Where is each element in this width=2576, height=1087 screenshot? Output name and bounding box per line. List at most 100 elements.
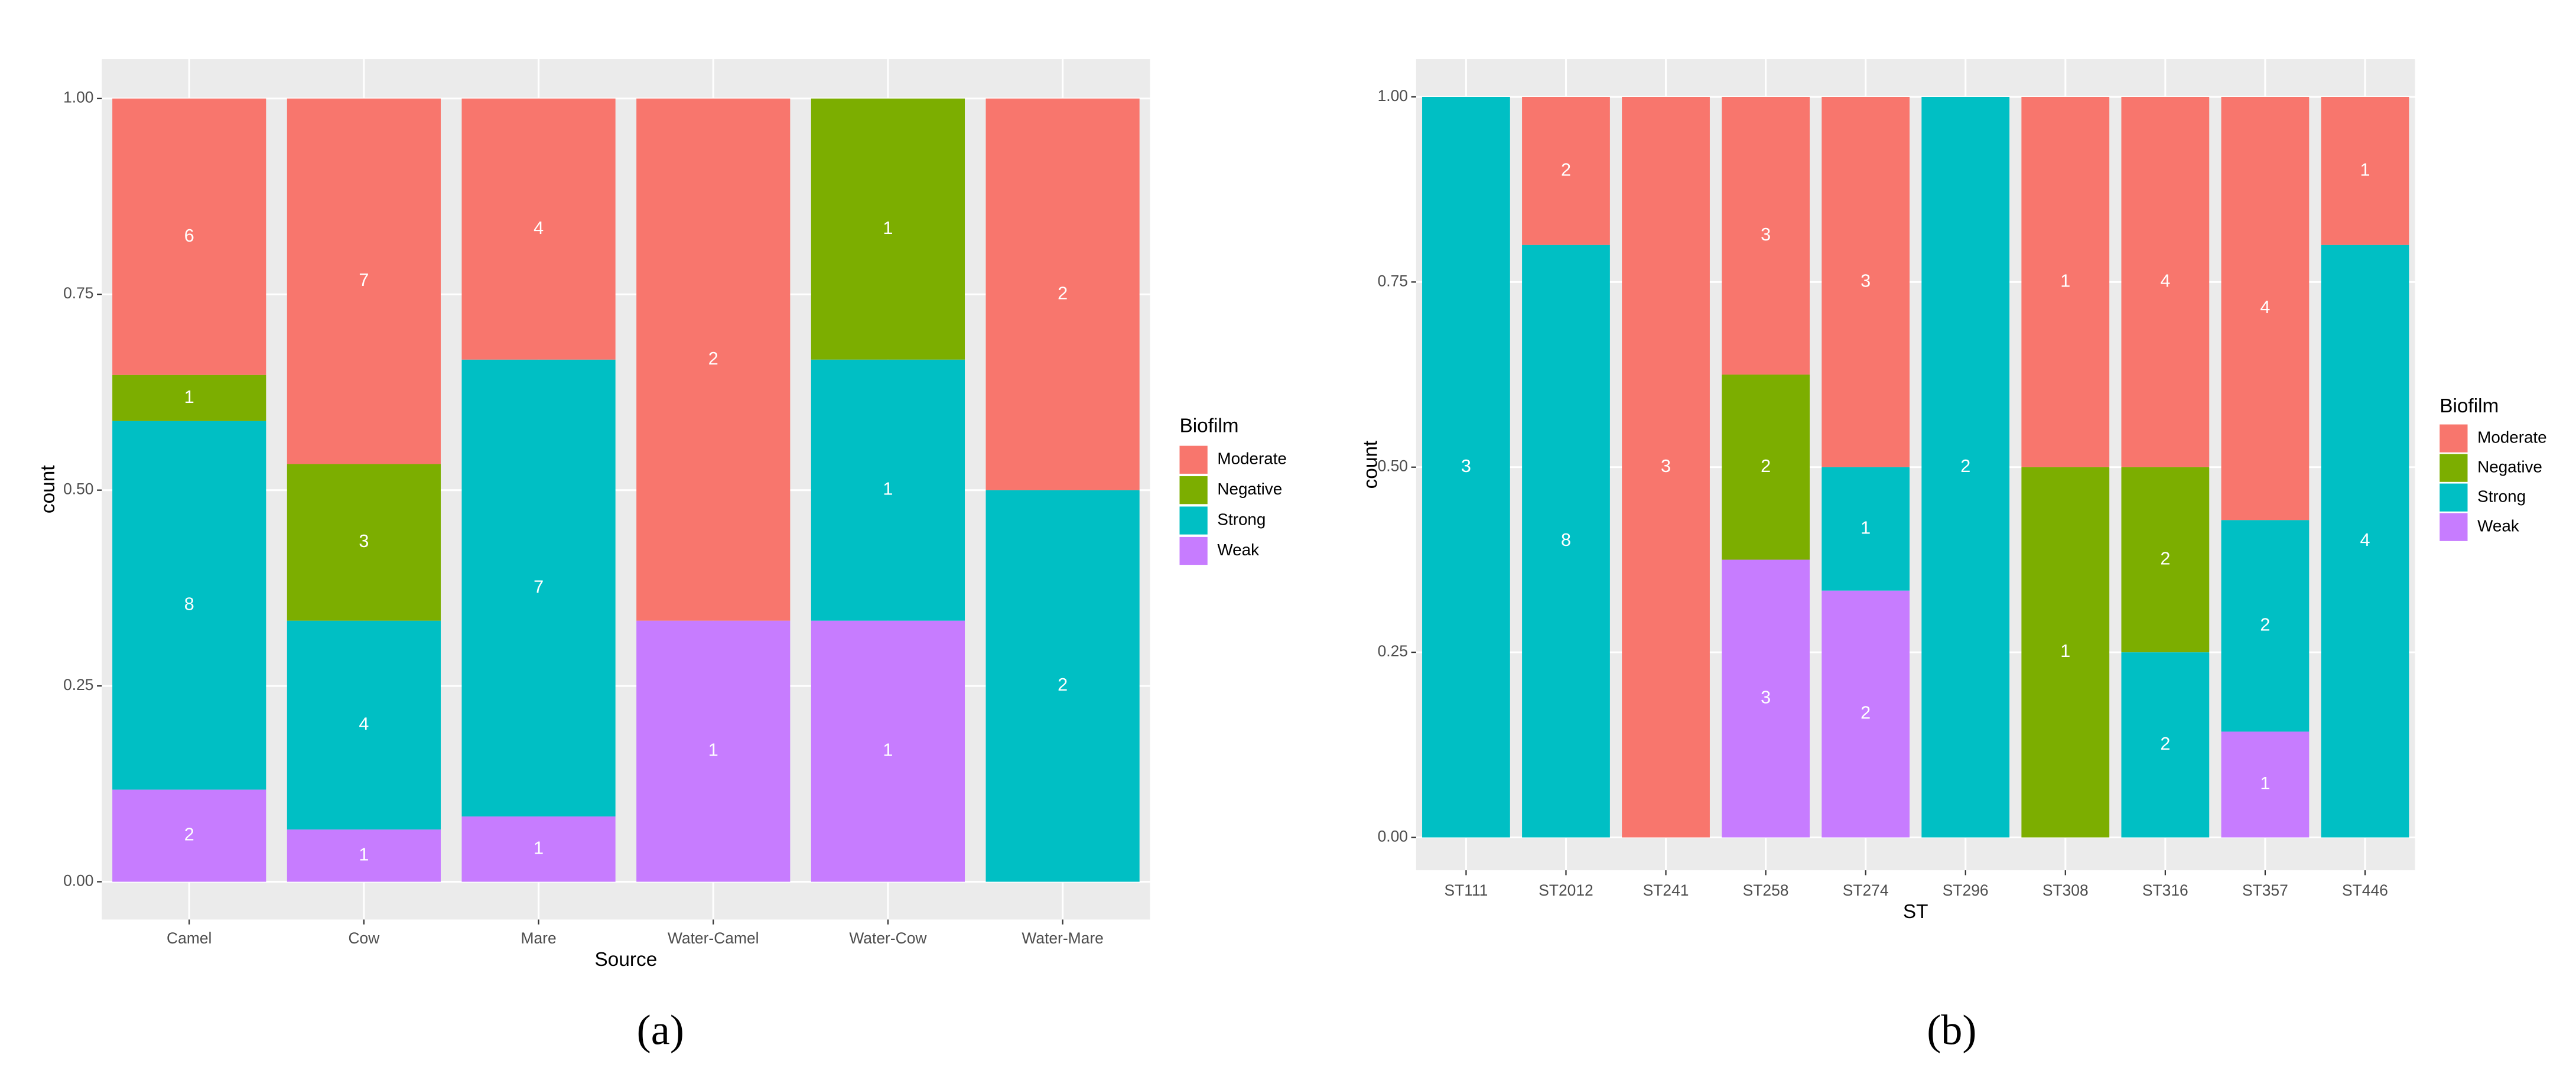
bar-label: 4 (359, 714, 369, 734)
bar-segment (1422, 96, 1510, 838)
legend-label: Negative (2477, 457, 2542, 476)
bar-label: 2 (1761, 456, 1771, 476)
x-tick-label: ST274 (1843, 881, 1889, 899)
caption: (b) (1927, 1007, 1976, 1054)
y-axis-title: count (1360, 440, 1382, 489)
bar-segment (2221, 520, 2310, 732)
y-tick-label: 0.25 (1378, 642, 1408, 660)
bar-label: 2 (1058, 283, 1068, 303)
x-tick-label: ST296 (1943, 881, 1989, 899)
legend-key (1179, 476, 1208, 505)
bar-label: 4 (534, 218, 544, 238)
bar-label: 2 (2260, 614, 2270, 634)
legend-key (1179, 445, 1208, 474)
bar-segment (1522, 96, 1610, 245)
bar-label: 3 (359, 531, 369, 551)
bar-segment (2021, 96, 2110, 467)
legend-key (2440, 454, 2468, 482)
bar-segment (1921, 96, 2010, 838)
bar-segment (2121, 467, 2210, 653)
bar-label: 4 (2160, 271, 2170, 291)
bar-label: 1 (2060, 271, 2070, 291)
bar-segment (1822, 590, 1910, 838)
bar-label: 2 (1960, 456, 1970, 476)
x-tick-label: ST357 (2242, 881, 2288, 899)
bar-label: 1 (883, 740, 893, 760)
legend-label: Weak (2477, 517, 2519, 535)
y-tick-label: 1.00 (1378, 87, 1408, 105)
bar-segment (811, 98, 965, 360)
bar-segment (2021, 467, 2110, 838)
y-tick-label: 0.00 (1378, 827, 1408, 845)
x-tick-label: ST316 (2142, 881, 2188, 899)
bar-segment (2221, 96, 2310, 520)
bar-label: 1 (883, 218, 893, 238)
bar-segment (287, 829, 441, 882)
legend-title: Biofilm (1179, 415, 1238, 437)
bar-label: 8 (1561, 530, 1571, 550)
bar-label: 2 (184, 825, 194, 845)
bar-segment (112, 421, 266, 790)
x-axis-title: ST (1903, 901, 1928, 923)
bar-label: 3 (1661, 456, 1671, 476)
caption: (a) (637, 1007, 684, 1054)
x-tick-label: ST308 (2042, 881, 2089, 899)
x-tick-label: ST258 (1743, 881, 1789, 899)
legend-title: Biofilm (2440, 395, 2499, 417)
bar-label: 3 (1761, 224, 1771, 245)
bar-segment (1722, 559, 1810, 838)
bar-label: 1 (2360, 160, 2370, 180)
x-tick-label: ST446 (2342, 881, 2388, 899)
bar-label: 6 (184, 226, 194, 246)
bar-label: 7 (359, 270, 369, 290)
legend-key (1179, 536, 1208, 565)
y-tick-label: 0.75 (1378, 272, 1408, 289)
bar-label: 3 (1861, 271, 1871, 291)
bar-label: 1 (359, 844, 369, 864)
bar-label: 1 (708, 740, 718, 760)
bar-segment (112, 98, 266, 375)
bar-label: 8 (184, 594, 194, 614)
legend-label: Moderate (2477, 428, 2546, 446)
bar-label: 7 (534, 577, 544, 597)
bar-segment (112, 375, 266, 421)
bar-segment (811, 359, 965, 621)
legend-key (2440, 513, 2468, 541)
y-tick-label: 0.50 (1378, 457, 1408, 475)
bar-label: 1 (2260, 773, 2270, 793)
bar-segment (2321, 245, 2409, 838)
legend-label: Weak (1217, 541, 1259, 559)
legend-label: Moderate (1217, 450, 1286, 468)
bar-segment (461, 816, 616, 882)
bar-segment (985, 490, 1140, 882)
x-axis-title: Source (595, 949, 658, 971)
legend-label: Strong (2477, 487, 2526, 506)
y-tick-label: 0.75 (63, 284, 93, 302)
bar-segment (985, 98, 1140, 490)
bar-segment (287, 464, 441, 621)
x-tick-label: ST2012 (1539, 881, 1593, 899)
x-tick-label: Cow (348, 929, 380, 947)
bar-label: 3 (1461, 456, 1471, 476)
y-tick-label: 0.00 (63, 872, 93, 890)
bar-label: 3 (1761, 688, 1771, 708)
bar-segment (287, 98, 441, 464)
x-tick-label: Camel (167, 929, 212, 947)
bar-segment (2121, 96, 2210, 467)
bar-label: 1 (2060, 641, 2070, 661)
bar-segment (461, 98, 616, 360)
bar-segment (1722, 96, 1810, 375)
bar-segment (1822, 96, 1910, 467)
x-tick-label: Water-Mare (1022, 929, 1103, 947)
y-axis-title: count (37, 465, 59, 513)
bar-segment (1822, 467, 1910, 591)
bar-label: 2 (708, 349, 718, 369)
bar-label: 1 (534, 838, 544, 858)
legend-key (2440, 424, 2468, 453)
bar-label: 2 (2160, 549, 2170, 569)
bar-segment (636, 98, 791, 621)
bar-segment (2321, 96, 2409, 245)
bar-segment (287, 620, 441, 830)
x-tick-label: Water-Camel (668, 929, 759, 947)
